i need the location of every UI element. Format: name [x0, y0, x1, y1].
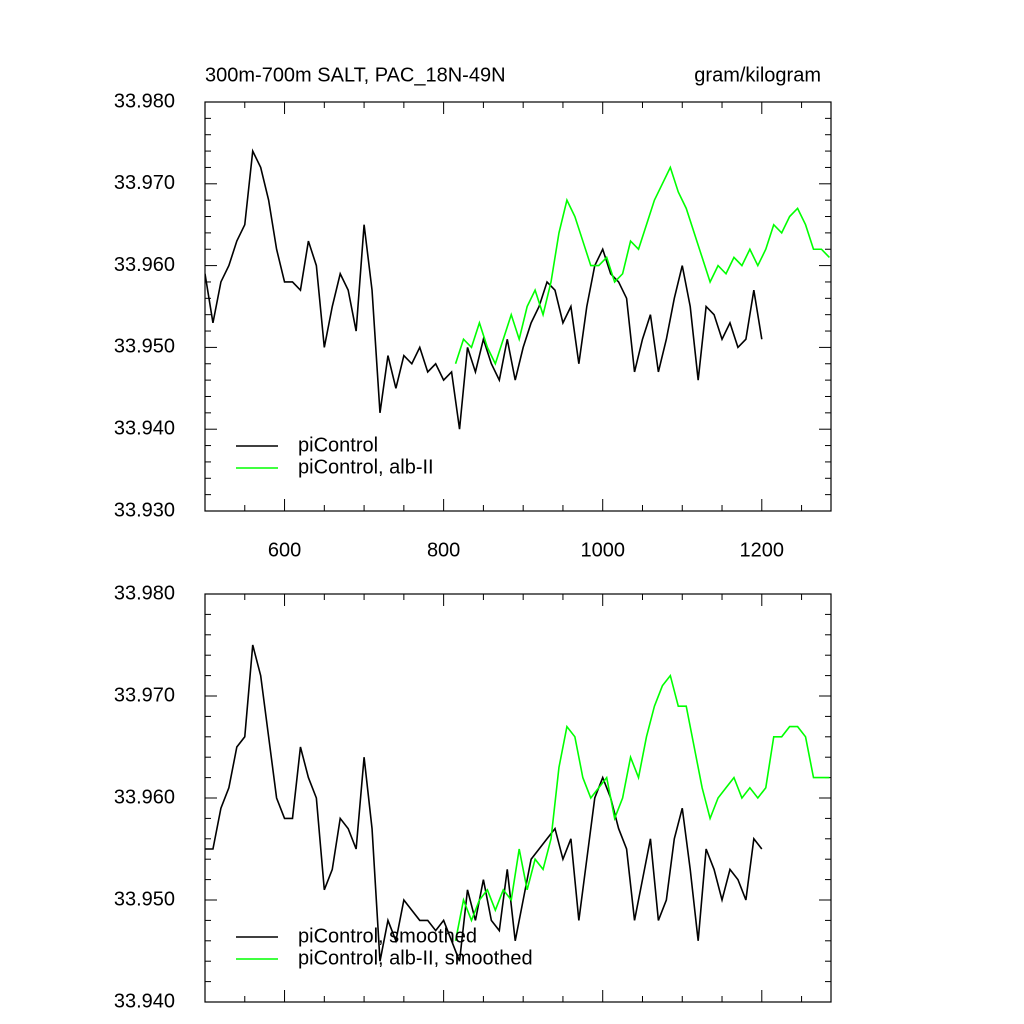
data-line [454, 673, 830, 941]
plot-frame [204, 101, 832, 512]
plot-frame [204, 593, 832, 1003]
plot-area [205, 148, 830, 430]
y-tick-label: 33.980 [114, 582, 175, 604]
x-tick-label: 1200 [740, 539, 785, 561]
y-tick-label: 33.960 [114, 786, 175, 808]
y-tick-label: 33.960 [114, 254, 175, 276]
legend-label: piControl, alb-II, smoothed [298, 947, 533, 969]
y-tick-label: 33.970 [114, 684, 175, 706]
chart-title: 300m-700m SALT, PAC_18N-49N [205, 64, 506, 86]
legend-label: piControl, alb-II [298, 456, 434, 478]
legend-label: piControl [298, 434, 378, 456]
y-tick-label: 33.940 [114, 990, 175, 1012]
data-line [205, 148, 763, 430]
x-tick-label: 800 [427, 539, 460, 561]
x-tick-label: 1000 [580, 539, 625, 561]
y-tick-label: 33.950 [114, 888, 175, 910]
y-tick-label: 33.950 [114, 336, 175, 358]
x-tick-label: 600 [268, 539, 301, 561]
data-line [205, 644, 763, 962]
data-line [454, 165, 830, 366]
y-tick-label: 33.970 [114, 172, 175, 194]
y-tick-label: 33.940 [114, 417, 175, 439]
y-tick-label: 33.980 [114, 90, 175, 112]
y-tick-label: 33.930 [114, 499, 175, 521]
plot-area [205, 644, 830, 962]
units-label: gram/kilogram [694, 64, 821, 86]
legend-label: piControl, smoothed [298, 925, 477, 947]
